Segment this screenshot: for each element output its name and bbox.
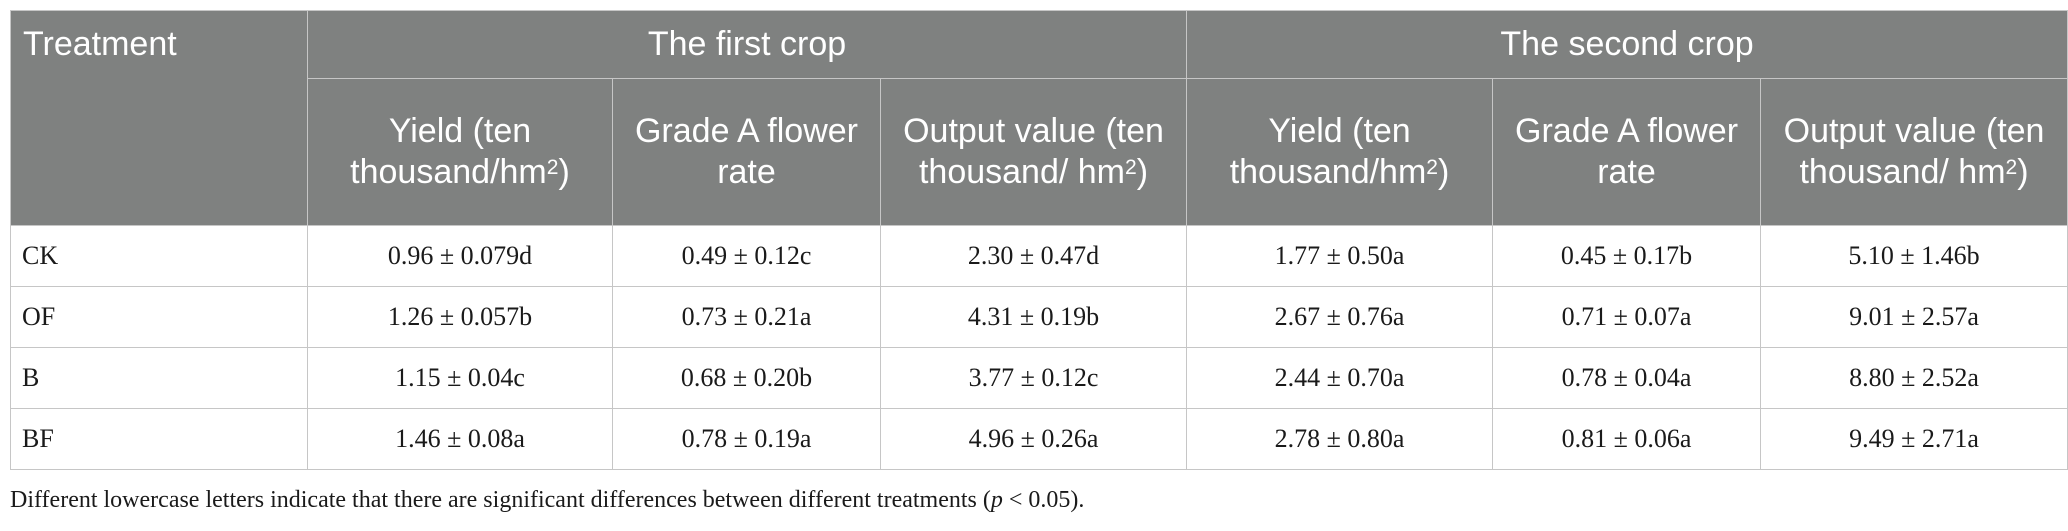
- table-cell: 0.78 ± 0.04a: [1492, 347, 1762, 409]
- footnote-p-symbol: p: [990, 487, 1003, 513]
- table-cell: 1.46 ± 0.08a: [307, 408, 613, 470]
- table-row: OF 1.26 ± 0.057b 0.73 ± 0.21a 4.31 ± 0.1…: [10, 286, 2068, 348]
- table-cell: 1.26 ± 0.057b: [307, 286, 613, 348]
- table-cell: 0.49 ± 0.12c: [612, 225, 881, 287]
- table-cell: 4.31 ± 0.19b: [879, 286, 1188, 348]
- table-cell: 2.67 ± 0.76a: [1186, 286, 1494, 348]
- table-cell: 9.49 ± 2.71a: [1760, 408, 2068, 470]
- table-cell: 1.77 ± 0.50a: [1186, 225, 1494, 287]
- header-second-crop: The second crop: [1186, 10, 2068, 79]
- table-cell: 2.44 ± 0.70a: [1186, 347, 1494, 409]
- table-row: B 1.15 ± 0.04c 0.68 ± 0.20b 3.77 ± 0.12c…: [10, 347, 2068, 409]
- table-cell: 4.96 ± 0.26a: [879, 408, 1188, 470]
- table-cell: 0.71 ± 0.07a: [1492, 286, 1762, 348]
- header-treatment: Treatment: [10, 10, 308, 226]
- table-cell: 5.10 ± 1.46b: [1760, 225, 2068, 287]
- header-first-crop: The first crop: [306, 10, 1188, 79]
- table-cell: 3.77 ± 0.12c: [879, 347, 1188, 409]
- subheader-grade-a-first: Grade A flower rate: [612, 78, 881, 226]
- table-cell: 0.78 ± 0.19a: [612, 408, 881, 470]
- table-row: CK 0.96 ± 0.079d 0.49 ± 0.12c 2.30 ± 0.4…: [10, 225, 2068, 287]
- subheader-yield-first: Yield (ten thousand/hm2): [307, 78, 613, 226]
- results-table-container: Treatment The first crop The second crop…: [10, 10, 2068, 470]
- table-cell: 0.45 ± 0.17b: [1492, 225, 1762, 287]
- row-label: BF: [10, 408, 308, 470]
- row-label: CK: [10, 225, 308, 287]
- table-cell: 2.30 ± 0.47d: [879, 225, 1188, 287]
- table-cell: 0.73 ± 0.21a: [612, 286, 881, 348]
- table-body: CK 0.96 ± 0.079d 0.49 ± 0.12c 2.30 ± 0.4…: [10, 225, 2068, 470]
- subheader-yield-second: Yield (ten thousand/hm2): [1186, 78, 1494, 226]
- row-label: B: [10, 347, 308, 409]
- footnote-text: Different lowercase letters indicate tha…: [10, 487, 991, 513]
- subheader-grade-a-second: Grade A flower rate: [1492, 78, 1762, 226]
- table-cell: 8.80 ± 2.52a: [1760, 347, 2068, 409]
- table-cell: 9.01 ± 2.57a: [1760, 286, 2068, 348]
- table-header: Treatment The first crop The second crop…: [10, 10, 2068, 226]
- row-label: OF: [10, 286, 308, 348]
- table-cell: 0.81 ± 0.06a: [1492, 408, 1762, 470]
- subheader-output-second: Output value (ten thousand/ hm2): [1760, 78, 2068, 226]
- results-table: Treatment The first crop The second crop…: [10, 10, 2068, 470]
- table-cell: 0.68 ± 0.20b: [612, 347, 881, 409]
- table-cell: 0.96 ± 0.079d: [307, 225, 613, 287]
- footnote-text-end: < 0.05).: [1002, 487, 1085, 513]
- table-cell: 2.78 ± 0.80a: [1186, 408, 1494, 470]
- table-row: BF 1.46 ± 0.08a 0.78 ± 0.19a 4.96 ± 0.26…: [10, 408, 2068, 470]
- subheader-output-first: Output value (ten thousand/ hm2): [879, 78, 1188, 226]
- table-footnote: Different lowercase letters indicate tha…: [10, 487, 1084, 514]
- table-cell: 1.15 ± 0.04c: [307, 347, 613, 409]
